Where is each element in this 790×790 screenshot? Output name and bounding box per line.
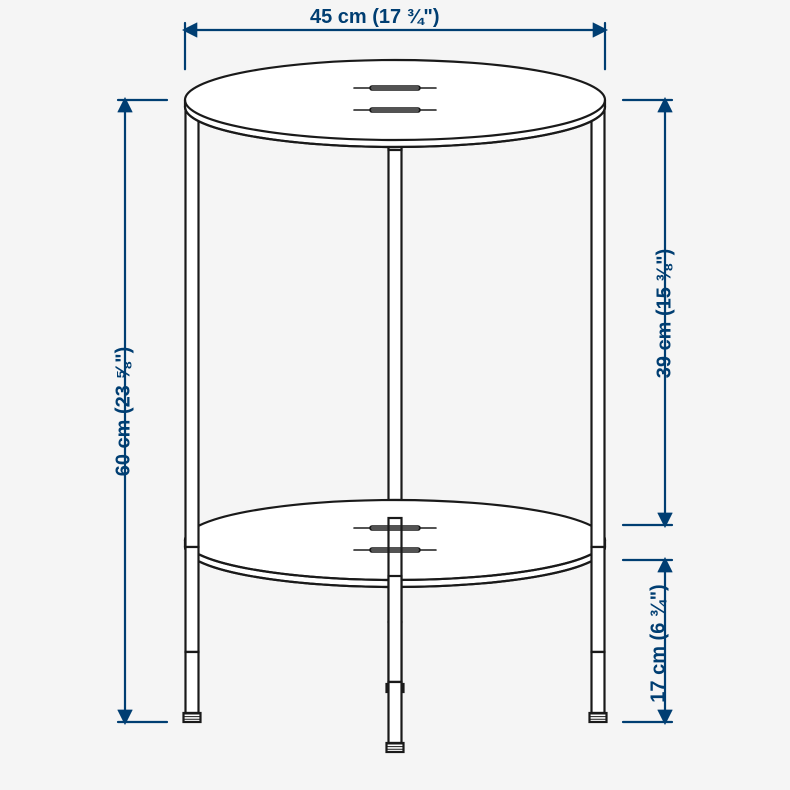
dim-width-label: 45 cm (17 ¾") xyxy=(310,6,440,29)
dim-height-total-label: 60 cm (23 ⅝") xyxy=(112,347,135,477)
dim-height-upper-label: 39 cm (15 ⅜") xyxy=(653,249,676,379)
table-outline xyxy=(184,60,607,752)
dimension-diagram: { "type": "technical-dimension-drawing",… xyxy=(0,0,790,790)
dim-height-lower-label: 17 cm (6 ¾") xyxy=(648,584,671,702)
